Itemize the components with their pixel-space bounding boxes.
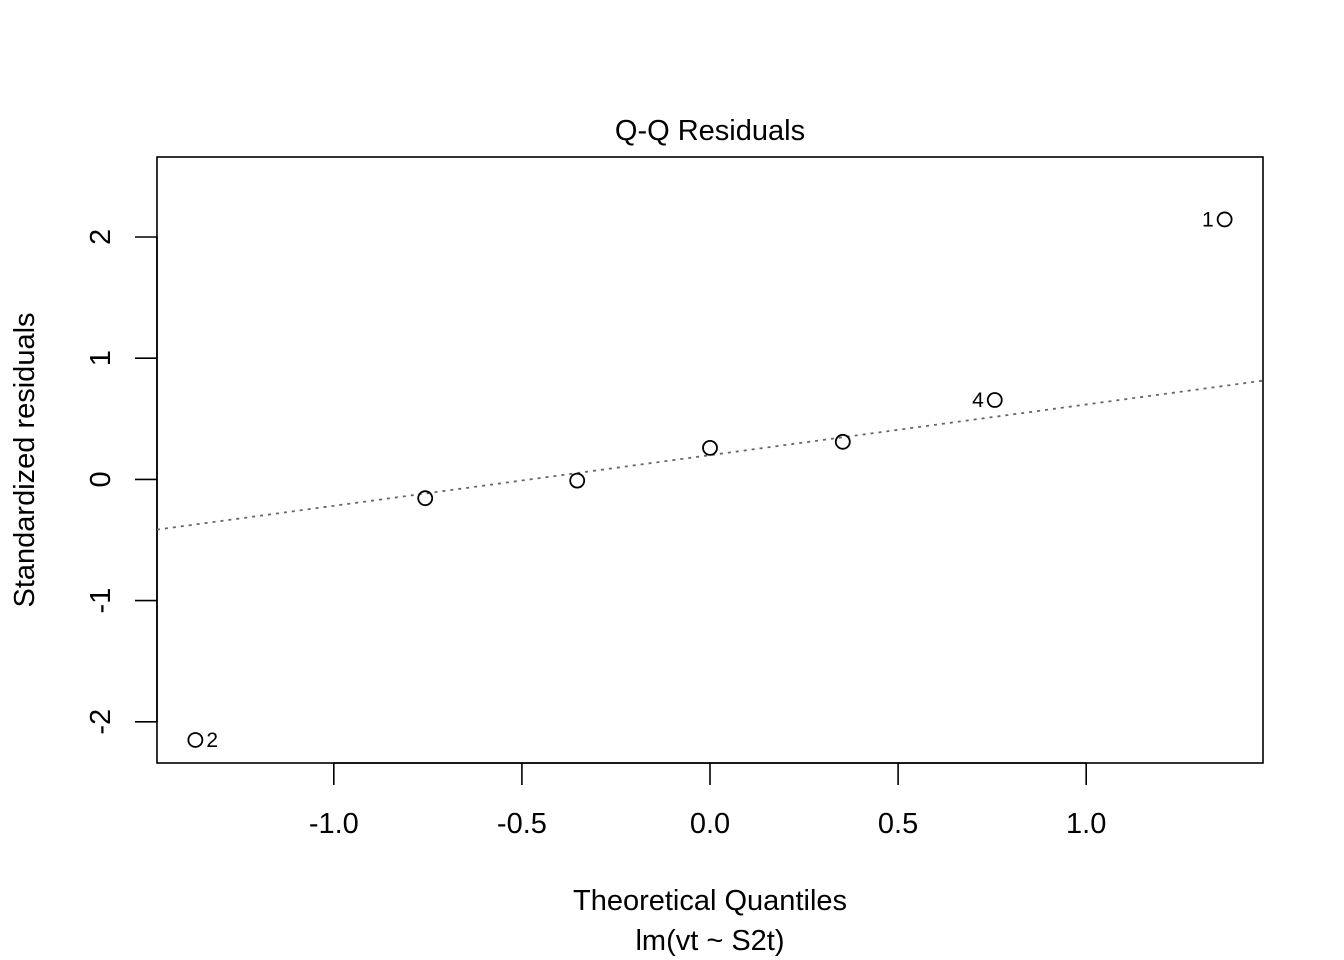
data-point <box>569 472 586 489</box>
x-tick-label: 1.0 <box>1066 808 1106 840</box>
y-tick-label: -2 <box>85 709 117 735</box>
x-axis: -1.0 -0.5 0.0 0.5 1.0 <box>309 762 1106 840</box>
x-axis-title: Theoretical Quantiles <box>573 885 847 917</box>
data-point <box>187 732 204 748</box>
y-axis-title: Standardized residuals <box>9 312 41 607</box>
point-label: 1 <box>1202 208 1214 231</box>
chart-title: Q-Q Residuals <box>615 115 805 147</box>
x-tick-label: -0.5 <box>497 808 547 840</box>
data-point <box>702 439 718 456</box>
x-axis-subtitle: lm(vt ~ S2t) <box>635 925 784 957</box>
x-tick-label: -1.0 <box>309 808 359 840</box>
x-tick-label: 0.5 <box>878 808 918 840</box>
data-point <box>986 392 1003 408</box>
y-axis: -2 -1 0 1 2 <box>85 229 158 735</box>
qq-reference-line <box>157 379 1263 531</box>
plot-frame <box>156 156 1264 764</box>
y-tick-label: -1 <box>85 588 117 614</box>
plot-area: 2 4 1 <box>157 208 1263 752</box>
point-label: 4 <box>972 389 984 412</box>
y-tick-label: 2 <box>85 229 117 245</box>
x-tick-label: 0.0 <box>690 808 730 840</box>
y-tick-label: 1 <box>85 350 117 366</box>
y-tick-label: 0 <box>85 471 117 487</box>
data-point <box>1216 211 1233 228</box>
data-point <box>834 433 851 450</box>
point-label: 2 <box>206 729 218 752</box>
data-point <box>417 490 434 507</box>
